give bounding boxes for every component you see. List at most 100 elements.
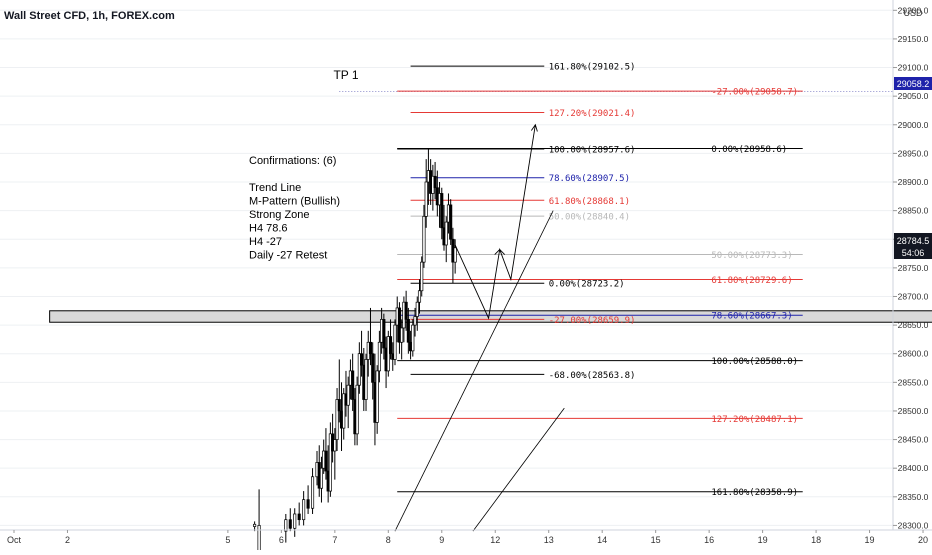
candle-body bbox=[382, 319, 386, 349]
candle-body bbox=[293, 513, 297, 529]
current-price-badge-text: 28784.5 bbox=[897, 236, 930, 246]
price-tick-label: 29150.0 bbox=[898, 34, 929, 44]
candle-body bbox=[422, 215, 426, 263]
price-tick-label: 28450.0 bbox=[898, 435, 929, 445]
strong-zone[interactable] bbox=[49, 310, 932, 323]
candle-body bbox=[377, 341, 381, 372]
candle-body bbox=[375, 370, 379, 423]
candle-body bbox=[328, 433, 332, 492]
tp-price-badge-text: 29058.2 bbox=[897, 79, 930, 89]
candle-body bbox=[404, 301, 408, 320]
trend-lines[interactable] bbox=[394, 210, 565, 532]
fib-level-label: 100.00%(28588.0) bbox=[711, 357, 798, 367]
candle-body bbox=[433, 175, 437, 189]
fib-level-label: 161.80%(29102.5) bbox=[549, 63, 636, 73]
time-tick-label: 5 bbox=[225, 535, 230, 545]
candle-body bbox=[346, 384, 350, 406]
candle-body bbox=[371, 353, 375, 383]
fib-level-label: 50.00%(28840.4) bbox=[549, 213, 630, 223]
price-tick-label: 28900.0 bbox=[898, 177, 929, 187]
price-tick-label: 28850.0 bbox=[898, 206, 929, 216]
candle-body bbox=[411, 324, 415, 352]
projection-path[interactable] bbox=[454, 123, 538, 320]
candle-body bbox=[324, 450, 328, 472]
time-tick-label: 9 bbox=[439, 535, 444, 545]
fib-levels[interactable]: 161.80%(29102.5) -27.00%(29058.7) 127.20%(… bbox=[397, 63, 803, 499]
fib-level-label: 161.80%(28358.9) bbox=[711, 488, 798, 498]
candle-body bbox=[415, 301, 419, 317]
time-tick-label: 13 bbox=[544, 535, 554, 545]
trend-line[interactable] bbox=[472, 407, 565, 532]
tp-price-badge bbox=[894, 77, 932, 90]
candle-body bbox=[342, 393, 346, 429]
confirmations-box: Confirmations: (6) Trend Line M-Pattern (B… bbox=[249, 155, 340, 262]
tp-label: TP 1 bbox=[333, 68, 358, 82]
price-tick-label: 28550.0 bbox=[898, 377, 929, 387]
price-axis[interactable]: USD 28300.0 28350.0 28400.0 28450.0 28500.0 2… bbox=[892, 0, 929, 530]
candle-body bbox=[417, 290, 422, 303]
candle-body bbox=[288, 519, 292, 529]
candle-body bbox=[424, 181, 428, 217]
time-tick-label: 7 bbox=[332, 535, 337, 545]
candle-body bbox=[355, 384, 359, 435]
candle-body bbox=[357, 353, 361, 386]
time-tick-label: 20 bbox=[918, 535, 928, 545]
time-tick-label: 12 bbox=[490, 535, 500, 545]
candle-body bbox=[400, 327, 404, 343]
time-tick-label: 19 bbox=[865, 535, 875, 545]
projection-arrowhead bbox=[530, 123, 538, 132]
candle-body bbox=[388, 336, 393, 355]
price-tick-label: 28600.0 bbox=[898, 349, 929, 359]
strong-zone-rect[interactable] bbox=[49, 310, 932, 323]
time-tick-label: 19 bbox=[758, 535, 768, 545]
price-tick-label: 28700.0 bbox=[898, 291, 929, 301]
candle-body bbox=[397, 307, 401, 343]
price-tick-label: 28750.0 bbox=[898, 263, 929, 273]
candle-body bbox=[393, 324, 397, 360]
candle-countdown: 54:06 bbox=[902, 248, 925, 258]
price-tick-label: 29000.0 bbox=[898, 120, 929, 130]
time-tick-label: 15 bbox=[651, 535, 661, 545]
candle-body bbox=[444, 221, 448, 246]
candle-body bbox=[311, 476, 315, 509]
candle-body bbox=[420, 261, 424, 292]
fib-level-label: -27.00%(29058.7) bbox=[711, 88, 798, 98]
fib-level-label: 78.60%(28667.3) bbox=[711, 312, 792, 322]
price-tick-label: 28650.0 bbox=[898, 320, 929, 330]
chart-title: Wall Street CFD, 1h, FOREX.com bbox=[4, 10, 175, 22]
candle-body bbox=[253, 523, 257, 527]
fib-level-label: 127.20%(28487.1) bbox=[711, 415, 798, 425]
time-tick-label: 14 bbox=[597, 535, 607, 545]
confirmations-title: Confirmations: (6) bbox=[249, 155, 336, 167]
price-axis-currency: USD bbox=[903, 8, 923, 18]
time-tick-label: 6 bbox=[279, 535, 284, 545]
candle-body bbox=[302, 499, 306, 521]
candles bbox=[204, 148, 457, 555]
candle-body bbox=[406, 319, 410, 343]
candle-body bbox=[333, 439, 337, 452]
time-tick-label: 16 bbox=[704, 535, 714, 545]
candle-body bbox=[297, 513, 301, 521]
price-tick-label: 28300.0 bbox=[898, 520, 929, 530]
price-tick-label: 28350.0 bbox=[898, 492, 929, 502]
price-tick-label: 28400.0 bbox=[898, 463, 929, 473]
confirmation-item: H4 78.6 bbox=[249, 223, 288, 235]
trend-line[interactable] bbox=[394, 210, 554, 532]
price-tick-label: 29100.0 bbox=[898, 63, 929, 73]
candle-body bbox=[440, 193, 444, 229]
fib-level-label: 0.00%(28723.2) bbox=[549, 280, 625, 290]
candle-body bbox=[449, 204, 453, 240]
time-tick-label: Oct bbox=[7, 535, 22, 545]
time-axis[interactable]: Oct25678912131415161918192021 bbox=[0, 529, 932, 545]
candle-body bbox=[453, 247, 457, 263]
candle-body bbox=[306, 499, 310, 509]
confirmation-item: M-Pattern (Bullish) bbox=[249, 196, 340, 208]
candle-body bbox=[319, 467, 324, 489]
fib-level-label: 78.60%(28907.5) bbox=[549, 174, 630, 184]
price-tick-label: 28500.0 bbox=[898, 406, 929, 416]
confirmation-item: H4 -27 bbox=[249, 236, 282, 248]
confirmation-item: Strong Zone bbox=[249, 209, 310, 221]
candle-body bbox=[257, 525, 261, 555]
